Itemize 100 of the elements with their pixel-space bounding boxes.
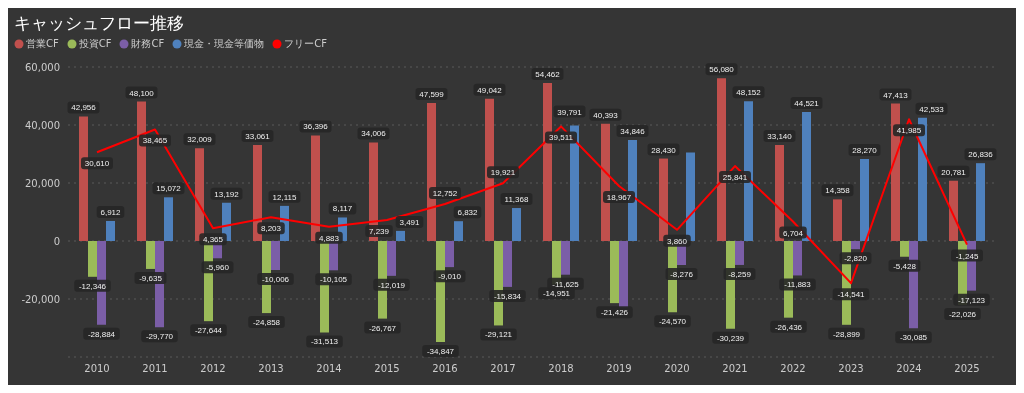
data-label: -30,085 bbox=[899, 333, 928, 343]
bar bbox=[387, 241, 396, 276]
bar bbox=[253, 145, 262, 241]
data-label: 44,521 bbox=[794, 98, 820, 108]
data-label: -21,426 bbox=[600, 308, 629, 318]
data-label: 28,430 bbox=[651, 145, 677, 155]
data-label: 47,599 bbox=[419, 89, 445, 99]
x-tick-label: 2020 bbox=[664, 363, 690, 375]
y-tick-label: 20,000 bbox=[25, 177, 60, 189]
data-label: -8,276 bbox=[670, 270, 694, 279]
bar bbox=[164, 197, 173, 241]
data-label: -15,834 bbox=[493, 291, 522, 301]
data-label: 42,533 bbox=[919, 104, 945, 114]
data-label: 7,239 bbox=[368, 227, 390, 237]
legend-label: 投資CF bbox=[78, 37, 112, 51]
data-label: 38,465 bbox=[142, 136, 168, 146]
data-label: -12,019 bbox=[377, 280, 406, 290]
bar bbox=[146, 241, 155, 269]
bar bbox=[311, 135, 320, 241]
data-label: 56,080 bbox=[709, 65, 735, 75]
data-label: -24,858 bbox=[252, 318, 281, 328]
data-label: -29,121 bbox=[484, 330, 513, 340]
bar bbox=[686, 152, 695, 241]
data-label: -12,346 bbox=[78, 281, 107, 291]
data-label: 42,956 bbox=[71, 103, 97, 113]
bar bbox=[271, 241, 280, 271]
bar bbox=[445, 241, 454, 268]
data-label: -10,006 bbox=[261, 275, 290, 285]
x-tick-label: 2021 bbox=[722, 363, 748, 375]
data-label: 30,610 bbox=[84, 159, 110, 169]
data-label: 26,836 bbox=[968, 150, 994, 160]
bar bbox=[561, 241, 570, 275]
data-label: 19,921 bbox=[490, 168, 516, 178]
data-label: -14,951 bbox=[542, 289, 571, 299]
data-label: 28,270 bbox=[852, 146, 878, 156]
bar bbox=[610, 241, 619, 304]
bar bbox=[512, 208, 521, 241]
bar bbox=[793, 241, 802, 276]
y-tick-label: -20,000 bbox=[21, 293, 60, 305]
data-label: -1,245 bbox=[955, 251, 979, 261]
data-label: 12,752 bbox=[432, 189, 458, 199]
data-label: -9,635 bbox=[139, 273, 163, 283]
data-label: -29,770 bbox=[145, 332, 174, 342]
data-label: 8,203 bbox=[260, 224, 282, 234]
data-label: 11,368 bbox=[504, 195, 529, 205]
data-label: 34,846 bbox=[620, 126, 646, 136]
data-label: 39,511 bbox=[549, 133, 574, 143]
data-label: 20,781 bbox=[941, 167, 967, 177]
x-tick-label: 2012 bbox=[200, 363, 226, 375]
data-label: -22,026 bbox=[948, 309, 977, 319]
bar bbox=[976, 163, 985, 241]
data-label: 8,117 bbox=[332, 204, 353, 214]
data-label: 3,860 bbox=[666, 236, 688, 246]
data-label: -5,428 bbox=[893, 261, 917, 271]
data-label: -11,625 bbox=[552, 279, 580, 289]
bar bbox=[775, 144, 784, 241]
legend-label: 現金・現金等価物 bbox=[184, 37, 265, 51]
data-label: 41,985 bbox=[896, 126, 922, 136]
bar bbox=[860, 159, 869, 241]
data-label: 3,491 bbox=[399, 217, 421, 227]
data-label: 48,100 bbox=[129, 88, 155, 98]
data-label: -31,513 bbox=[310, 337, 339, 347]
x-tick-label: 2024 bbox=[896, 363, 922, 375]
chart-title: キャッシュフロー推移 bbox=[13, 12, 185, 35]
bar bbox=[833, 199, 842, 241]
data-label: 15,072 bbox=[156, 184, 182, 194]
legend-label: 財務CF bbox=[131, 37, 165, 51]
data-label: 33,140 bbox=[767, 131, 793, 141]
bar bbox=[88, 241, 97, 277]
legend-label: 営業CF bbox=[26, 37, 59, 51]
data-label: 36,396 bbox=[303, 122, 329, 132]
data-label: -30,239 bbox=[716, 333, 745, 343]
x-tick-label: 2011 bbox=[142, 363, 168, 375]
data-label: -9,010 bbox=[438, 272, 462, 282]
data-label: -34,847 bbox=[426, 347, 455, 357]
bar bbox=[851, 241, 860, 250]
data-label: 13,192 bbox=[214, 189, 240, 199]
bar bbox=[619, 241, 628, 308]
bar bbox=[802, 111, 811, 241]
x-tick-label: 2019 bbox=[606, 363, 632, 375]
data-label: 6,912 bbox=[100, 207, 122, 217]
data-label: -26,767 bbox=[368, 323, 397, 333]
data-label: -8,259 bbox=[728, 269, 752, 279]
bar bbox=[735, 241, 744, 265]
data-label: -17,123 bbox=[957, 295, 986, 305]
data-label: 40,393 bbox=[593, 110, 619, 120]
x-tick-label: 2010 bbox=[84, 363, 110, 375]
bar bbox=[949, 180, 958, 241]
data-label: 6,704 bbox=[782, 228, 804, 238]
data-label: 12,115 bbox=[272, 192, 297, 202]
data-label: -2,820 bbox=[844, 254, 868, 264]
data-label: -26,436 bbox=[774, 322, 803, 332]
bar bbox=[900, 241, 909, 257]
x-tick-label: 2013 bbox=[258, 363, 284, 375]
x-tick-label: 2017 bbox=[490, 363, 516, 375]
data-label: 48,152 bbox=[736, 88, 762, 98]
bar bbox=[503, 241, 512, 287]
data-label: 25,841 bbox=[722, 173, 748, 183]
data-label: -11,883 bbox=[784, 280, 812, 290]
bar bbox=[106, 220, 115, 241]
